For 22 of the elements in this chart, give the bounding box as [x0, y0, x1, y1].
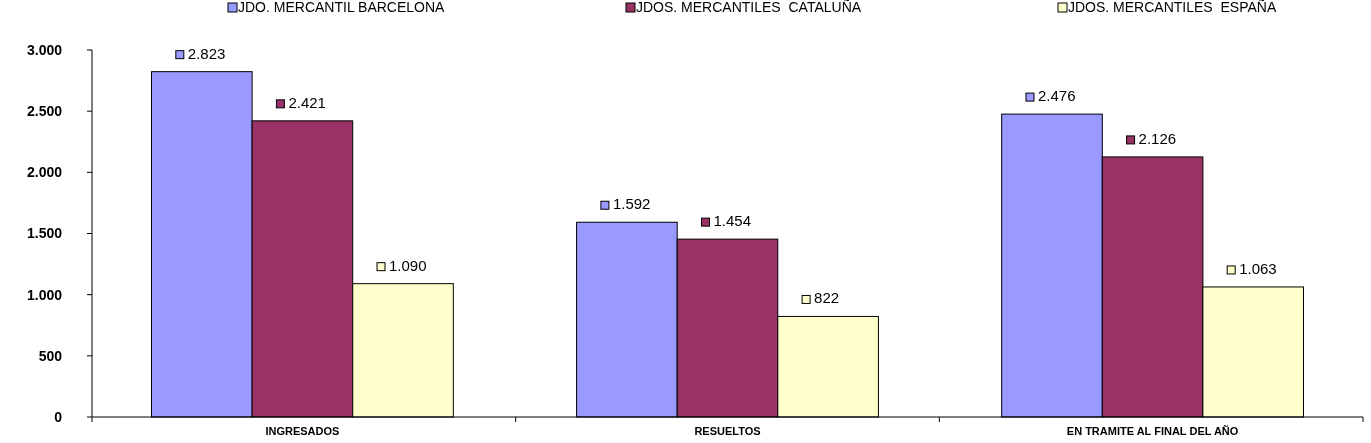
data-label: 2.126 — [1138, 129, 1177, 147]
y-tick-label: 0 — [54, 408, 63, 425]
y-tick-label: 1.000 — [26, 286, 63, 303]
data-label: 2.823 — [187, 44, 226, 62]
legend-label: JDOS. MERCANTILES ESPAÑA — [1068, 0, 1277, 15]
y-tick-label: 3.000 — [26, 41, 63, 58]
data-label: 822 — [814, 289, 840, 307]
data-label: 1.454 — [713, 212, 752, 230]
y-tick-label: 2.000 — [26, 164, 63, 181]
data-label: 1.090 — [389, 256, 427, 274]
legend-label: JDOS. MERCANTILES CATALUÑA — [636, 0, 862, 15]
data-label: 1.592 — [612, 195, 651, 213]
data-label: 1.063 — [1239, 259, 1277, 277]
legend-label: JDO. MERCANTIL BARCELONA — [238, 0, 446, 15]
x-tick-label: RESUELTOS — [694, 425, 761, 437]
y-tick-label: 2.500 — [26, 103, 63, 120]
data-label: 2.476 — [1037, 87, 1076, 105]
data-label: 2.421 — [288, 93, 326, 111]
x-tick-label: INGRESADOS — [265, 425, 340, 437]
y-tick-label: 1.500 — [26, 225, 63, 242]
x-tick-label: EN TRAMITE AL FINAL DEL AÑO — [1066, 425, 1239, 437]
y-tick-label: 500 — [38, 347, 63, 364]
